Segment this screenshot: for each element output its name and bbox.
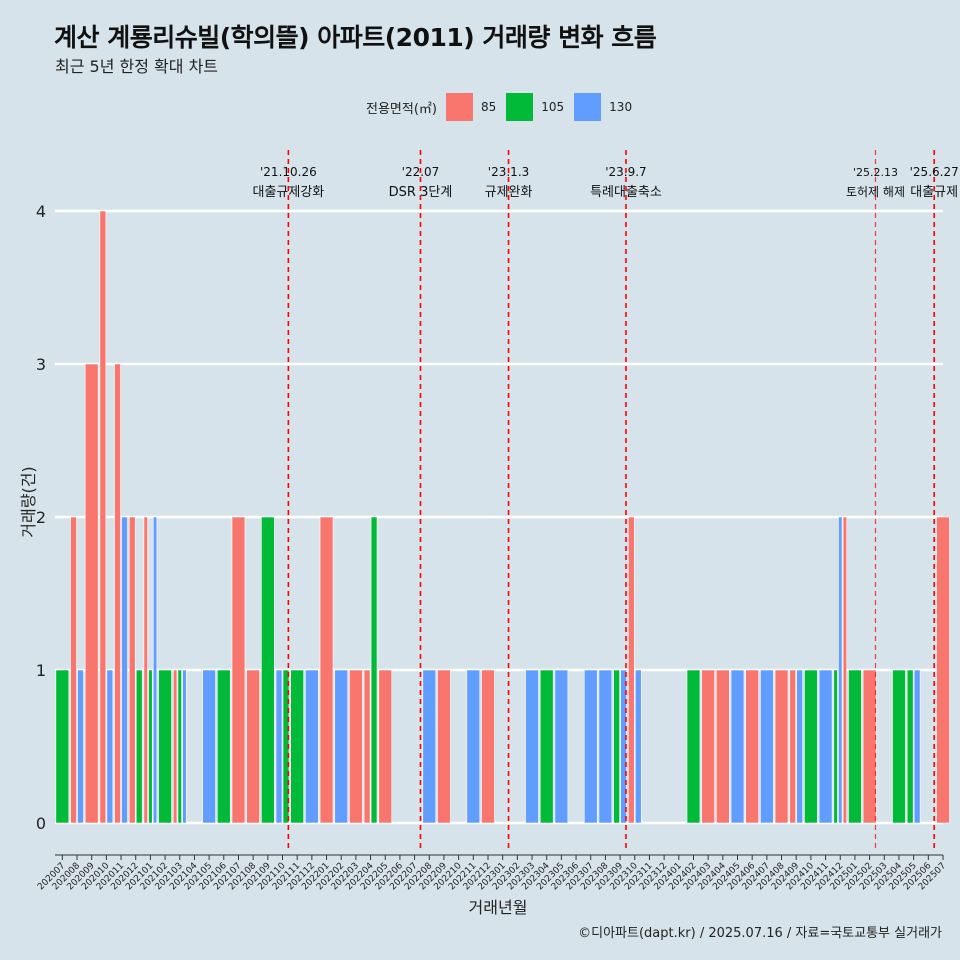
bar-202412-130 [838,516,843,824]
legend-label-105: 105 [541,100,565,114]
bar-202310-85 [627,516,635,824]
bar-202108-85 [246,669,260,824]
bar-202303-130 [525,669,539,824]
bar-202201-85 [319,516,334,824]
bar-202412-105 [833,669,838,824]
bar-202007-105 [55,669,70,824]
bar-202309-105 [613,669,620,824]
y-tick-label: 2 [36,508,46,527]
bar-202409-85 [789,669,797,824]
bar-202101-130 [152,516,158,824]
bar-202502-85 [862,669,877,824]
bar-202107-85 [231,516,246,824]
bar-202008-130 [77,669,84,824]
bar-202203-85 [349,669,363,824]
event-date-label: '21.10.26 [260,165,317,179]
legend-label-130: 130 [609,100,633,114]
event-name-label: 토허제 해제 [846,185,905,199]
event-name-label: 대출규제 [910,185,958,200]
bar-202105-130 [202,669,216,824]
bar-202106-105 [217,669,231,824]
bar-202101-85 [143,516,148,824]
bar-202011-130 [121,516,128,824]
event-date-label: '25.2.13 [853,166,898,179]
legend-key-85 [445,93,473,121]
bar-202112-130 [305,669,319,824]
bar-202308-130 [598,669,613,824]
bar-202209-85 [437,669,451,824]
bar-202505-105 [906,669,914,824]
bar-202103-105 [177,669,182,824]
page-subtitle: 최근 5년 한정 확대 차트 [55,57,219,76]
event-date-label: '23.9.7 [605,165,646,179]
y-axis-label: 거래량(건) [19,466,38,537]
bar-202411-130 [818,669,833,824]
bar-202405-130 [730,669,745,824]
bar-202111-105 [290,669,304,824]
event-date-label: '22.07 [402,165,440,179]
legend-label-85: 85 [480,100,497,114]
bar-202211-130 [466,669,481,824]
bar-202305-130 [554,669,569,824]
event-name-label: DSR 3단계 [389,185,453,200]
bar-202202-130 [334,669,348,824]
y-tick-label: 0 [36,814,46,833]
bar-202204-85 [363,669,371,824]
y-tick-label: 4 [36,202,46,221]
event-date-label: '25.6.27 [910,165,959,179]
legend-key-130 [574,93,602,121]
bar-202205-85 [378,669,393,824]
page-title: 계산 계룡리슈빌(학의뜰) 아파트(2011) 거래량 변화 흐름 [54,23,657,52]
bar-202009-85 [84,363,99,824]
bar-202008-85 [70,516,77,824]
event-date-label: '23.1.3 [488,165,529,179]
bar-202109-105 [261,516,275,824]
bar-202204-105 [370,516,378,824]
legend-title: 전용면적(㎡) [366,101,437,117]
bar-202304-105 [539,669,554,824]
bar-202310-130 [634,669,642,824]
event-name-label: 규제완화 [485,185,533,200]
y-tick-label: 1 [36,661,46,680]
bar-202409-130 [796,669,803,824]
bar-202307-130 [583,669,598,824]
legend-key-105 [506,93,534,121]
bar-202410-105 [804,669,818,824]
bar-202103-130 [182,669,187,824]
bar-202412-85 [842,516,848,824]
bar-202011-85 [114,363,121,824]
bar-202408-85 [774,669,789,824]
bar-202403-85 [701,669,715,824]
bar-202102-105 [158,669,172,824]
x-axis-label: 거래년월 [469,898,528,917]
event-name-label: 대출규제강화 [252,185,324,200]
bar-202501-105 [848,669,862,824]
bar-202110-130 [275,669,283,824]
bar-202010-130 [106,669,114,824]
source-caption: ©디아파트(dapt.kr) / 2025.07.16 / 자료=국토교통부 실… [578,926,942,941]
event-name-label: 특례대출축소 [590,185,662,200]
bar-202208-130 [422,669,437,824]
bar-202010-85 [99,210,107,824]
bar-202507-85 [936,516,950,824]
bar-202212-85 [481,669,495,824]
legend: 전용면적(㎡) 85 105 130 [366,92,642,122]
bar-202407-130 [760,669,774,824]
bar-202406-85 [745,669,759,824]
bar-202505-130 [913,669,921,824]
bar-202101-105 [148,669,153,824]
bar-202103-85 [172,669,178,824]
bar-202404-85 [716,669,730,824]
y-tick-label: 3 [36,355,46,374]
bar-202402-105 [686,669,701,824]
bar-202504-105 [892,669,906,824]
bar-202012-85 [128,516,136,824]
bar-202012-105 [135,669,143,824]
